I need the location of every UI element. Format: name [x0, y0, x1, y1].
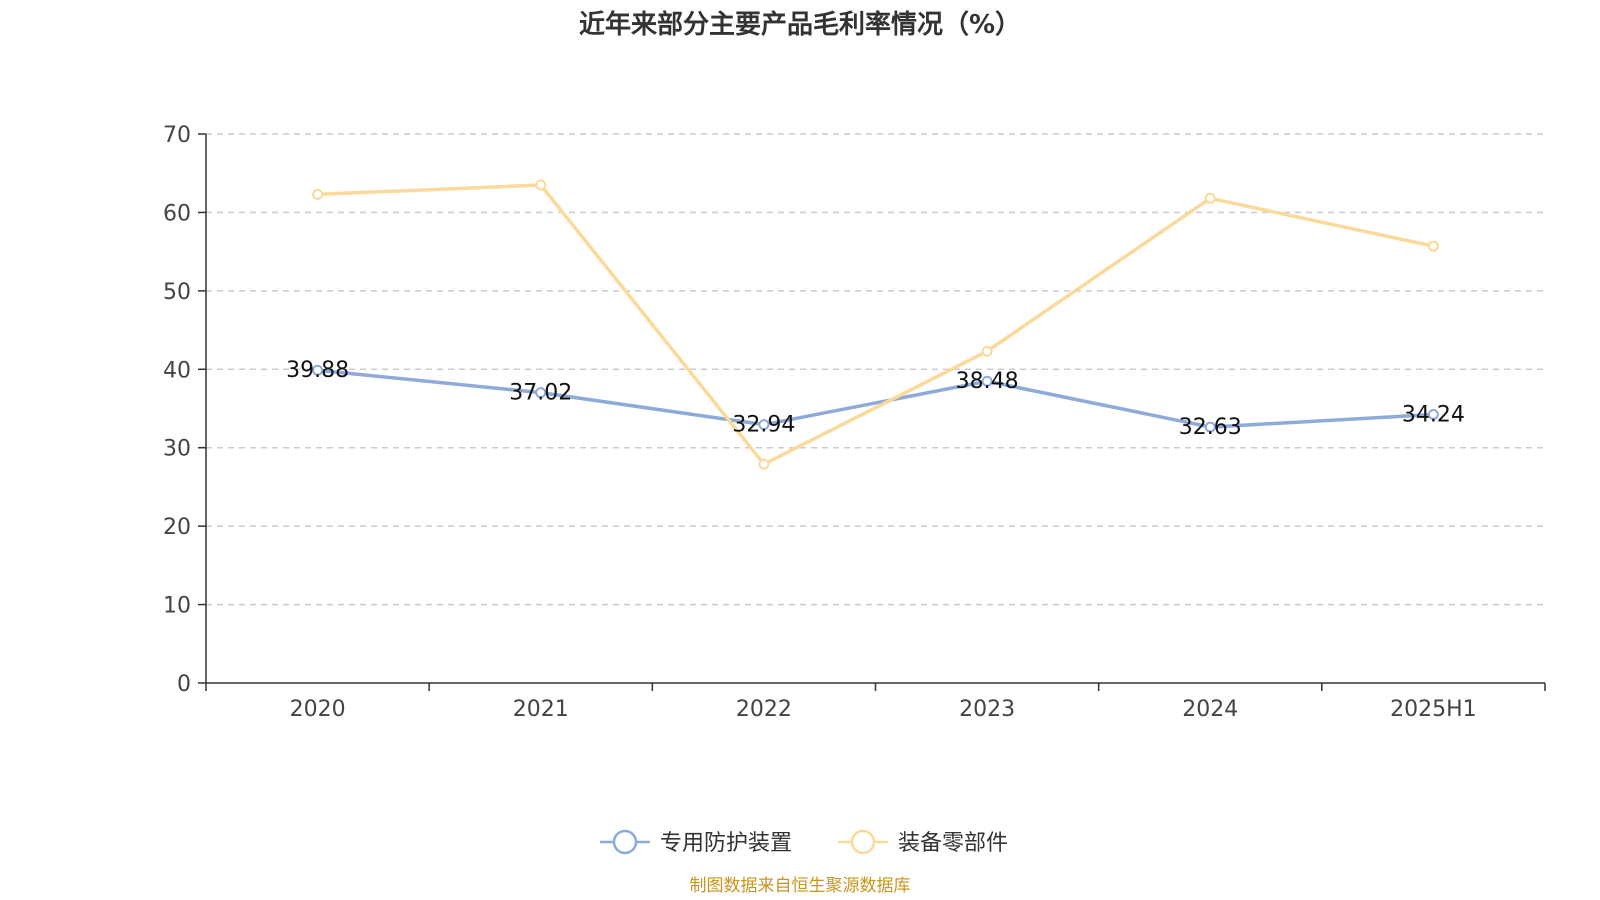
- series-group: [312, 179, 1439, 470]
- y-tick-label: 30: [163, 437, 191, 462]
- data-point: [1204, 421, 1216, 433]
- legend[interactable]: 专用防护装置 装备零部件: [600, 829, 1008, 856]
- data-point: [535, 179, 547, 191]
- x-tick-label: 2021: [513, 697, 569, 722]
- y-tick-label: 20: [163, 515, 191, 540]
- data-point: [758, 419, 770, 431]
- legend-item-1[interactable]: 装备零部件: [838, 829, 1008, 856]
- legend-label: 专用防护装置: [660, 831, 792, 856]
- data-point: [312, 188, 324, 200]
- data-point: [758, 458, 770, 470]
- legend-label: 装备零部件: [898, 831, 1008, 856]
- x-tick-label: 2022: [736, 697, 792, 722]
- series-line-0: [317, 368, 1434, 429]
- y-tick-label: 0: [177, 672, 191, 697]
- x-tick-label: 2023: [959, 697, 1015, 722]
- y-tick-label: 40: [163, 358, 191, 383]
- x-tick-label: 2024: [1182, 697, 1238, 722]
- legend-marker-icon: [850, 829, 876, 855]
- data-point: [312, 364, 324, 376]
- source-note: 制图数据来自恒生聚源数据库: [690, 876, 911, 896]
- legend-marker-icon: [612, 829, 638, 855]
- y-axis-ticks: 0 10 20 30 40 50 60 70: [163, 123, 191, 697]
- data-point: [981, 345, 993, 357]
- chart-title: 近年来部分主要产品毛利率情况（%）: [579, 9, 1021, 40]
- data-label: 38.48: [956, 369, 1019, 394]
- axes: [198, 133, 1546, 691]
- y-tick-label: 70: [163, 123, 191, 148]
- data-point: [1427, 240, 1439, 252]
- data-label: 32.63: [1179, 415, 1242, 440]
- y-tick-label: 60: [163, 201, 191, 226]
- data-label: 32.94: [732, 413, 795, 438]
- legend-item-0[interactable]: 专用防护装置: [600, 829, 792, 856]
- x-axis-ticks: 2020 2021 2022 2023 2024 2025H1: [290, 697, 1477, 722]
- data-point: [981, 375, 993, 387]
- x-tick-label: 2025H1: [1390, 697, 1477, 722]
- grid-lines: [206, 133, 1545, 606]
- data-point: [535, 387, 547, 399]
- x-tick-label: 2020: [290, 697, 346, 722]
- y-tick-label: 50: [163, 280, 191, 305]
- data-label: 34.24: [1402, 402, 1465, 427]
- data-labels: 39.88 37.02 32.94 38.48 32.63 34.24: [286, 358, 1465, 440]
- data-label: 39.88: [286, 358, 349, 383]
- series-line-1: [317, 183, 1434, 466]
- data-point: [1427, 408, 1439, 420]
- data-label: 37.02: [509, 381, 572, 406]
- y-tick-label: 10: [163, 594, 191, 619]
- data-point: [1204, 192, 1216, 204]
